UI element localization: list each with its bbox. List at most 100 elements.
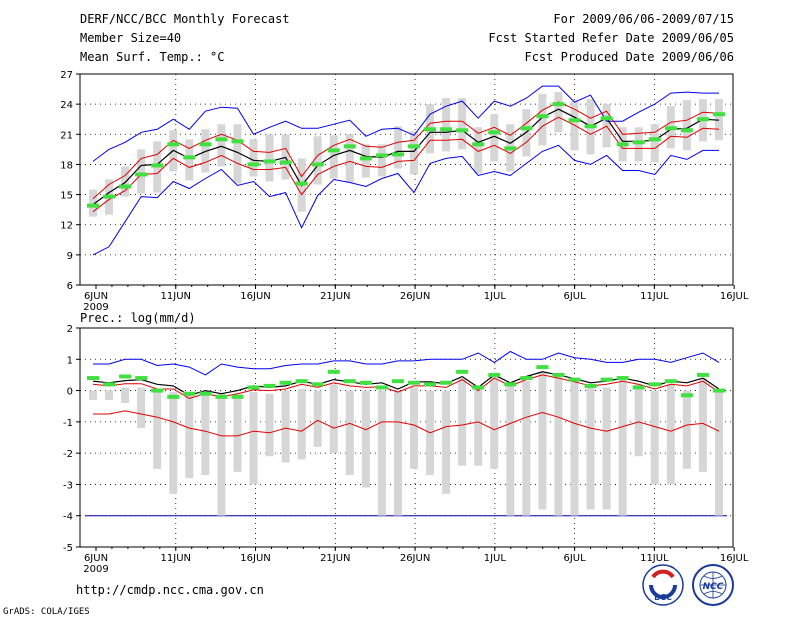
y-tick-label-15: 15 xyxy=(60,191,73,202)
median-marker xyxy=(215,394,228,399)
median-marker xyxy=(600,377,613,382)
median-marker xyxy=(263,383,276,388)
median-marker xyxy=(391,379,404,384)
median-marker xyxy=(520,376,533,381)
ensemble-mean-line xyxy=(92,108,720,206)
spread-box xyxy=(682,390,691,469)
x-tick-label-21JUN: 21JUN xyxy=(320,291,350,302)
spread-box xyxy=(618,378,627,516)
forecast-produced-date: Fcst Produced Date 2009/06/06 xyxy=(524,50,734,64)
y-tick-label-27: 27 xyxy=(60,70,73,81)
spread-box xyxy=(714,390,723,516)
spread-box xyxy=(522,381,531,516)
median-marker xyxy=(279,160,292,165)
x-tick-label-16JUN: 16JUN xyxy=(240,553,270,564)
median-marker xyxy=(327,148,340,153)
median-marker xyxy=(295,181,308,186)
spread-box xyxy=(217,124,226,167)
median-marker xyxy=(151,163,164,168)
spread-box xyxy=(393,126,402,169)
x-year-label: 2009 xyxy=(83,564,108,575)
spread-box xyxy=(121,166,130,197)
median-marker xyxy=(119,374,132,379)
x-tick-label-6JUL: 6JUL xyxy=(564,553,587,564)
median-marker xyxy=(664,126,677,131)
spread-box xyxy=(666,384,675,485)
median-marker xyxy=(712,388,725,393)
median-marker xyxy=(504,382,517,387)
band-upper-line xyxy=(92,374,720,399)
spread-box xyxy=(602,387,611,510)
median-marker xyxy=(472,142,485,147)
median-marker xyxy=(568,118,581,123)
spread-box xyxy=(249,139,258,177)
y-tick-label-9: 9 xyxy=(67,251,73,262)
chart-title: DERF/NCC/BCC Monthly Forecast xyxy=(80,12,290,26)
y-tick-label-12: 12 xyxy=(60,221,73,232)
spread-box xyxy=(361,390,370,488)
median-marker xyxy=(391,152,404,157)
median-marker xyxy=(664,379,677,384)
median-marker xyxy=(648,382,661,387)
median-marker xyxy=(680,393,693,398)
y-tick-label--5: -5 xyxy=(63,543,73,554)
median-marker xyxy=(311,162,324,167)
ensemble-mean-line xyxy=(92,371,720,396)
spread-box xyxy=(377,390,386,516)
y-tick-label--2: -2 xyxy=(63,449,73,460)
x-tick-label-6JUN: 6JUN xyxy=(84,291,108,302)
y-tick-label-18: 18 xyxy=(60,160,73,171)
x-tick-label-26JUN: 26JUN xyxy=(400,553,430,564)
median-marker xyxy=(408,380,420,385)
bcc-logo-text: BCC xyxy=(654,593,672,602)
median-marker xyxy=(327,369,340,374)
median-marker xyxy=(536,114,549,119)
median-marker xyxy=(343,144,356,149)
forecast-started-date: Fcst Started Refer Date 2009/06/05 xyxy=(488,31,734,45)
median-marker xyxy=(648,137,661,142)
spread-box xyxy=(698,378,707,472)
band-lower-line xyxy=(93,410,720,437)
spread-box xyxy=(410,131,418,175)
spread-box xyxy=(89,390,97,400)
median-marker xyxy=(584,383,597,388)
x-tick-label-6JUL: 6JUL xyxy=(564,291,587,302)
variable-label: Mean Surf. Temp.: °C xyxy=(80,50,225,64)
spread-box xyxy=(650,124,659,163)
spread-box xyxy=(554,374,563,516)
spread-box xyxy=(329,384,338,454)
source-url: http://cmdp.ncc.cma.gov.cn xyxy=(76,583,264,597)
spread-box xyxy=(249,392,258,485)
median-marker xyxy=(536,365,549,370)
median-marker xyxy=(231,139,244,144)
median-marker xyxy=(520,126,533,131)
y-tick-label-21: 21 xyxy=(60,130,73,141)
forecast-period: For 2009/06/06-2009/07/15 xyxy=(553,12,734,26)
spread-box xyxy=(297,389,306,460)
spread-box xyxy=(634,384,643,457)
median-marker xyxy=(424,382,437,387)
spread-box xyxy=(458,98,467,150)
median-marker xyxy=(135,376,148,381)
envelope-max-line xyxy=(93,350,720,376)
plot-frame xyxy=(79,73,734,286)
x-tick-label-6JUN: 6JUN xyxy=(84,553,108,564)
band-lower-line xyxy=(92,116,720,213)
median-marker xyxy=(231,394,244,399)
spread-box xyxy=(217,393,226,516)
median-marker xyxy=(456,369,469,374)
spread-box xyxy=(137,149,146,194)
x-tick-label-11JUL: 11JUL xyxy=(640,291,669,302)
spread-box xyxy=(233,393,242,472)
spread-box xyxy=(393,390,402,516)
median-marker xyxy=(183,155,196,160)
median-marker xyxy=(87,203,99,208)
median-marker xyxy=(632,385,645,390)
spread-box xyxy=(201,393,210,476)
spread-box xyxy=(105,390,114,400)
median-marker xyxy=(408,144,420,149)
spread-box xyxy=(410,387,418,469)
median-marker xyxy=(680,128,693,133)
spread-box xyxy=(490,374,499,469)
